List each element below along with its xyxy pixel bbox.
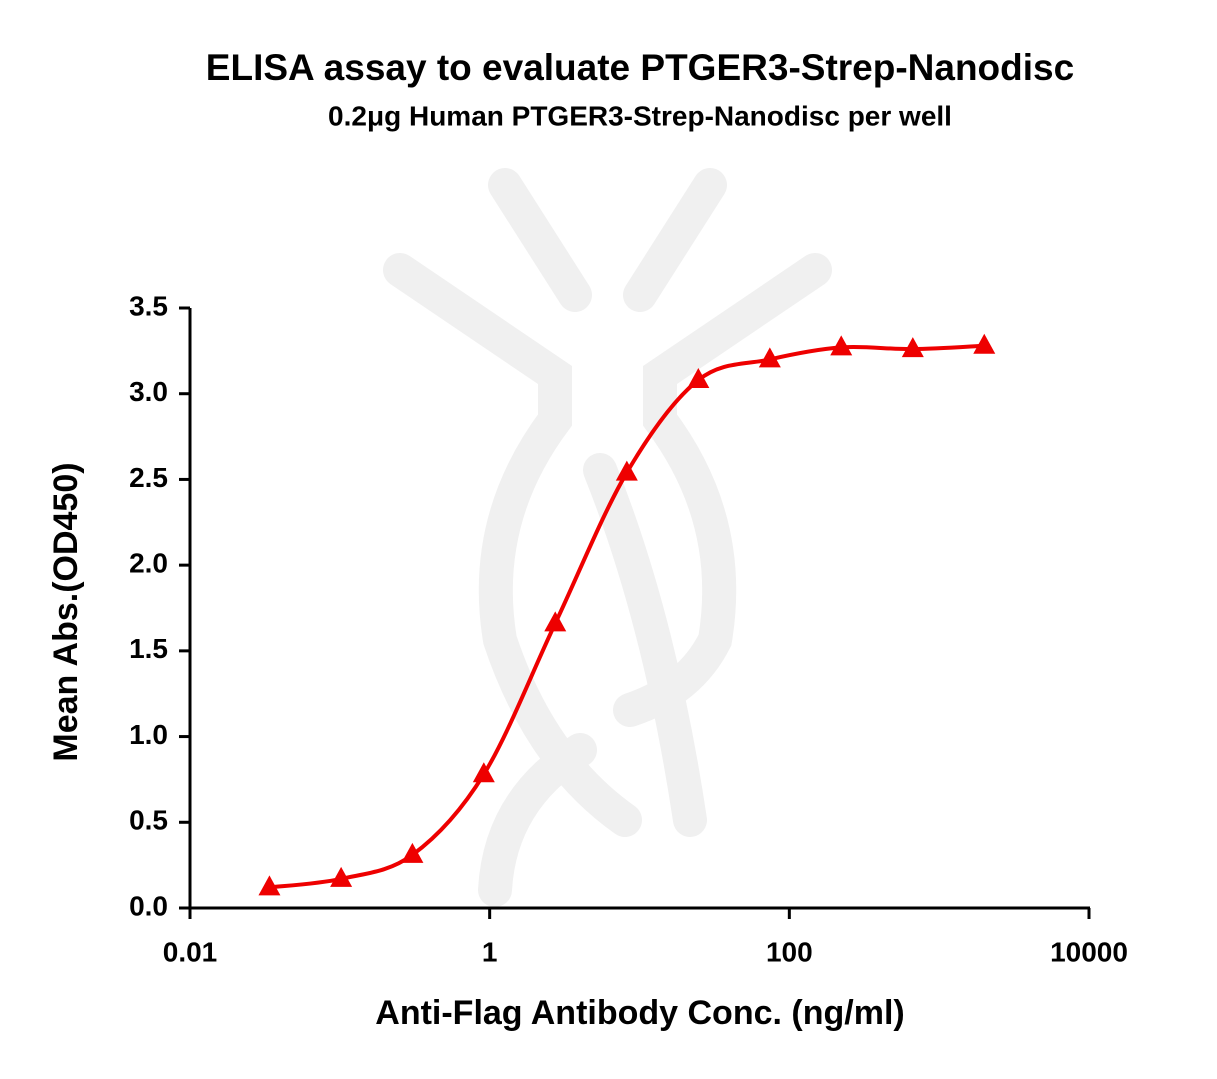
watermark xyxy=(383,168,832,907)
x-tick-label: 0.01 xyxy=(163,936,218,967)
data-point xyxy=(472,762,495,783)
chart-subtitle: 0.2μg Human PTGER3-Strep-Nanodisc per we… xyxy=(328,100,952,131)
y-tick-label: 3.5 xyxy=(129,290,168,321)
data-point xyxy=(830,335,853,356)
y-tick-label: 0.5 xyxy=(129,805,168,836)
y-tick-label: 1.5 xyxy=(129,633,168,664)
y-tick-label: 0.0 xyxy=(129,890,168,921)
data-point xyxy=(330,866,353,887)
data-point xyxy=(901,337,924,358)
x-tick-label: 1 xyxy=(482,936,498,967)
y-tick-label: 2.0 xyxy=(129,548,168,579)
data-point xyxy=(758,347,781,368)
chart-title: ELISA assay to evaluate PTGER3-Strep-Nan… xyxy=(206,47,1074,88)
x-tick-label: 100 xyxy=(766,936,813,967)
y-tick-label: 3.0 xyxy=(129,376,168,407)
data-point xyxy=(615,460,638,481)
x-tick-label: 10000 xyxy=(1050,936,1128,967)
data-point xyxy=(687,368,710,388)
y-axis-label: Mean Abs.(OD450) xyxy=(47,462,85,761)
x-axis-label: Anti-Flag Antibody Conc. (ng/ml) xyxy=(375,994,904,1032)
data-point xyxy=(258,875,281,896)
y-tick-label: 1.0 xyxy=(129,719,168,750)
data-point xyxy=(401,842,424,863)
data-point xyxy=(973,333,996,354)
data-point xyxy=(544,611,567,632)
y-tick-label: 2.5 xyxy=(129,462,168,493)
